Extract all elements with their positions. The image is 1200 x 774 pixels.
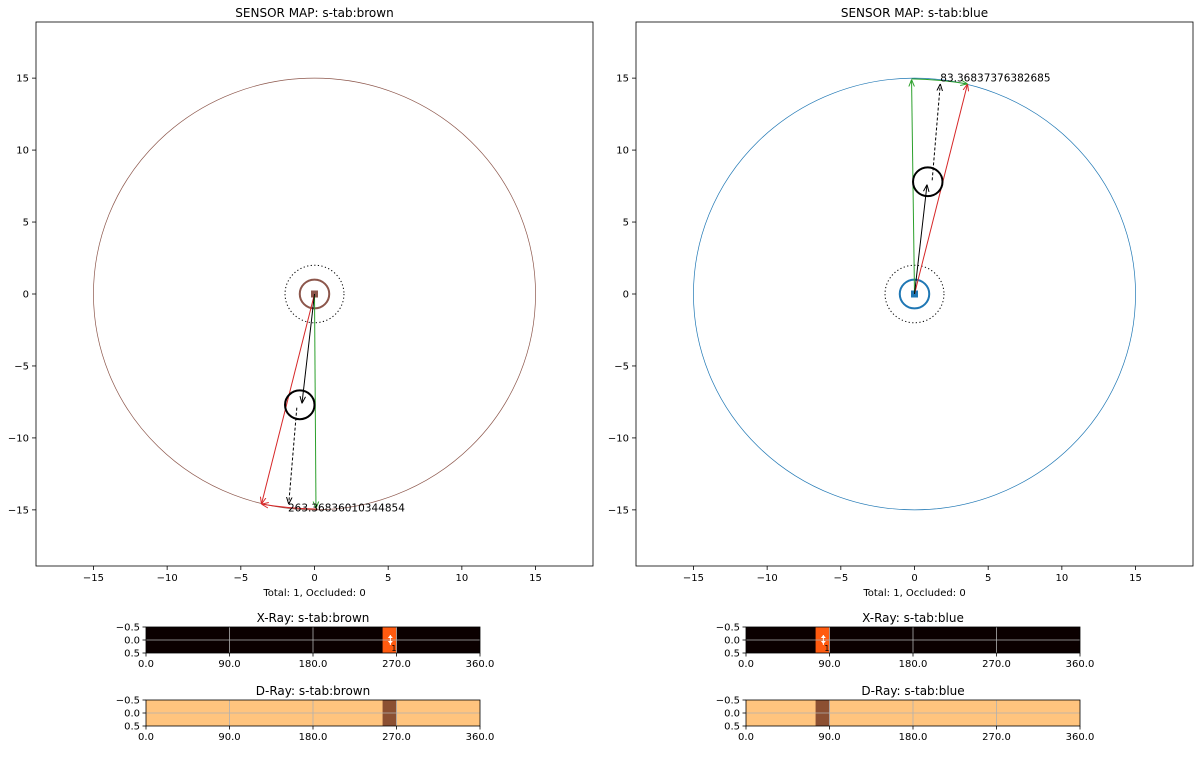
sensor-range-circle [93,77,536,511]
y-tick-label: 10 [16,146,29,157]
x-tick-label: 5 [985,573,991,584]
bearing-ray-0 [261,293,315,504]
y-tick-label: −15 [8,505,29,516]
y-tick-label: −5 [14,361,29,372]
strip-x-tick-label: 180.0 [299,732,328,743]
bearing-arc [261,504,318,510]
x-tick-label: 10 [455,573,468,584]
x-tick-label: −15 [83,573,104,584]
strip-y-tick-label: 0.5 [724,722,740,733]
x-tick-label: −5 [233,573,248,584]
y-tick-label: 0 [23,290,29,301]
strip-marker-down [820,641,826,644]
y-tick-label: 15 [616,74,629,85]
strip-x-tick-label: 270.0 [982,732,1011,743]
x-tick-label: −10 [757,573,778,584]
x-tick-label: 5 [385,573,391,584]
bearing-ray-2 [914,185,928,295]
bearing-ray-1 [315,293,316,508]
strip-y-tick-label: 0.0 [124,636,140,647]
strip-x-tick-label: 360.0 [1066,659,1095,670]
chart-title: SENSOR MAP: s-tab:blue [841,6,988,20]
strip-count-label: 1 [824,644,829,653]
strip-x-tick-label: 180.0 [299,659,328,670]
strip-x-tick-label: 360.0 [1066,732,1095,743]
y-tick-label: 10 [616,146,629,157]
x-axis-label: Total: 1, Occluded: 0 [862,588,965,599]
target-circle [912,166,944,198]
strip-y-tick-label: −0.5 [116,623,140,634]
sensor-map-panel-brown: 263.36836010344854 −15 −10 −5 0 5 10 15 −15 −10 −5… [8,6,594,599]
bearing-arc [911,78,968,84]
y-tick-label: −10 [8,433,29,444]
strip-x-tick-label: 180.0 [899,732,928,743]
strip-x-tick-label: 0.0 [738,659,754,670]
strip-x-tick-label: 270.0 [982,659,1011,670]
x-tick-label: 10 [1055,573,1068,584]
y-tick-label: 0 [623,290,629,301]
strip-x-tick-label: 180.0 [899,659,928,670]
strip-x-tick-label: 90.0 [818,659,840,670]
strip-title: D-Ray: s-tab:brown [256,684,370,698]
strip-y-tick-label: 0.5 [124,649,140,660]
x-tick-label: 0 [311,573,317,584]
y-tick-label: −15 [608,505,629,516]
strip-y-tick-label: 0.0 [724,709,740,720]
strip-x-tick-label: 360.0 [466,732,495,743]
strip-x-tick-label: 360.0 [466,659,495,670]
strip-x-tick-label: 90.0 [218,732,240,743]
y-tick-label: 5 [23,218,29,229]
strip-y-tick-label: −0.5 [716,623,740,634]
ray-strip-panel-xray-blue: 10.0 90.0 180.0 270.0 360.0−0.50.00.5X-Ray: … [716,611,1095,670]
strip-y-tick-label: 0.5 [124,722,140,733]
x-tick-label: −10 [157,573,178,584]
strip-x-tick-label: 0.0 [138,732,154,743]
strip-x-tick-label: 270.0 [382,659,411,670]
strip-title: X-Ray: s-tab:brown [257,611,370,625]
strip-marker-down [387,641,393,644]
target-circle [284,389,316,421]
strip-x-tick-label: 90.0 [218,659,240,670]
strip-title: X-Ray: s-tab:blue [862,611,964,625]
strip-y-tick-label: −0.5 [716,696,740,707]
strip-count-label: 1 [391,644,396,653]
bearing-label: 83.36837376382685 [940,72,1050,84]
x-tick-label: −5 [833,573,848,584]
strip-x-tick-label: 0.0 [138,659,154,670]
x-tick-label: 15 [529,573,542,584]
bearing-ray-2 [302,293,315,403]
strip-x-tick-label: 270.0 [382,732,411,743]
y-tick-label: −5 [614,361,629,372]
ray-strip-panel-dray-brown: 0.0 90.0 180.0 270.0 360.0−0.50.00.5D-Ray: s… [116,684,495,743]
x-tick-label: −15 [683,573,704,584]
strip-title: D-Ray: s-tab:blue [861,684,964,698]
strip-y-tick-label: 0.0 [124,709,140,720]
strip-y-tick-label: 0.0 [724,636,740,647]
sensor-range-circle [693,77,1136,511]
bearing-ray-3 [931,84,940,181]
bearing-ray-3 [289,407,298,504]
strip-x-tick-label: 0.0 [738,732,754,743]
chart-title: SENSOR MAP: s-tab:brown [235,6,393,20]
x-tick-label: 0 [911,573,917,584]
strip-marker-up [387,635,393,638]
y-tick-label: 15 [16,74,29,85]
y-tick-label: −10 [608,433,629,444]
strip-x-tick-label: 90.0 [818,732,840,743]
x-tick-label: 15 [1129,573,1142,584]
sensor-dotted-circle [284,264,345,324]
strip-y-tick-label: −0.5 [116,696,140,707]
strip-marker-up [820,635,826,638]
strip-y-tick-label: 0.5 [724,649,740,660]
ray-strip-panel-xray-brown: 10.0 90.0 180.0 270.0 360.0−0.50.00.5X-Ray: … [116,611,495,670]
ray-strip-panel-dray-blue: 0.0 90.0 180.0 270.0 360.0−0.50.00.5D-Ray: s… [716,684,1095,743]
bearing-label: 263.36836010344854 [288,503,405,515]
sensor-map-panel-blue: 83.36837376382685 −15 −10 −5 0 5 10 15 −15 −10 −5 0… [608,6,1194,599]
y-tick-label: 5 [623,218,629,229]
x-axis-label: Total: 1, Occluded: 0 [262,588,365,599]
